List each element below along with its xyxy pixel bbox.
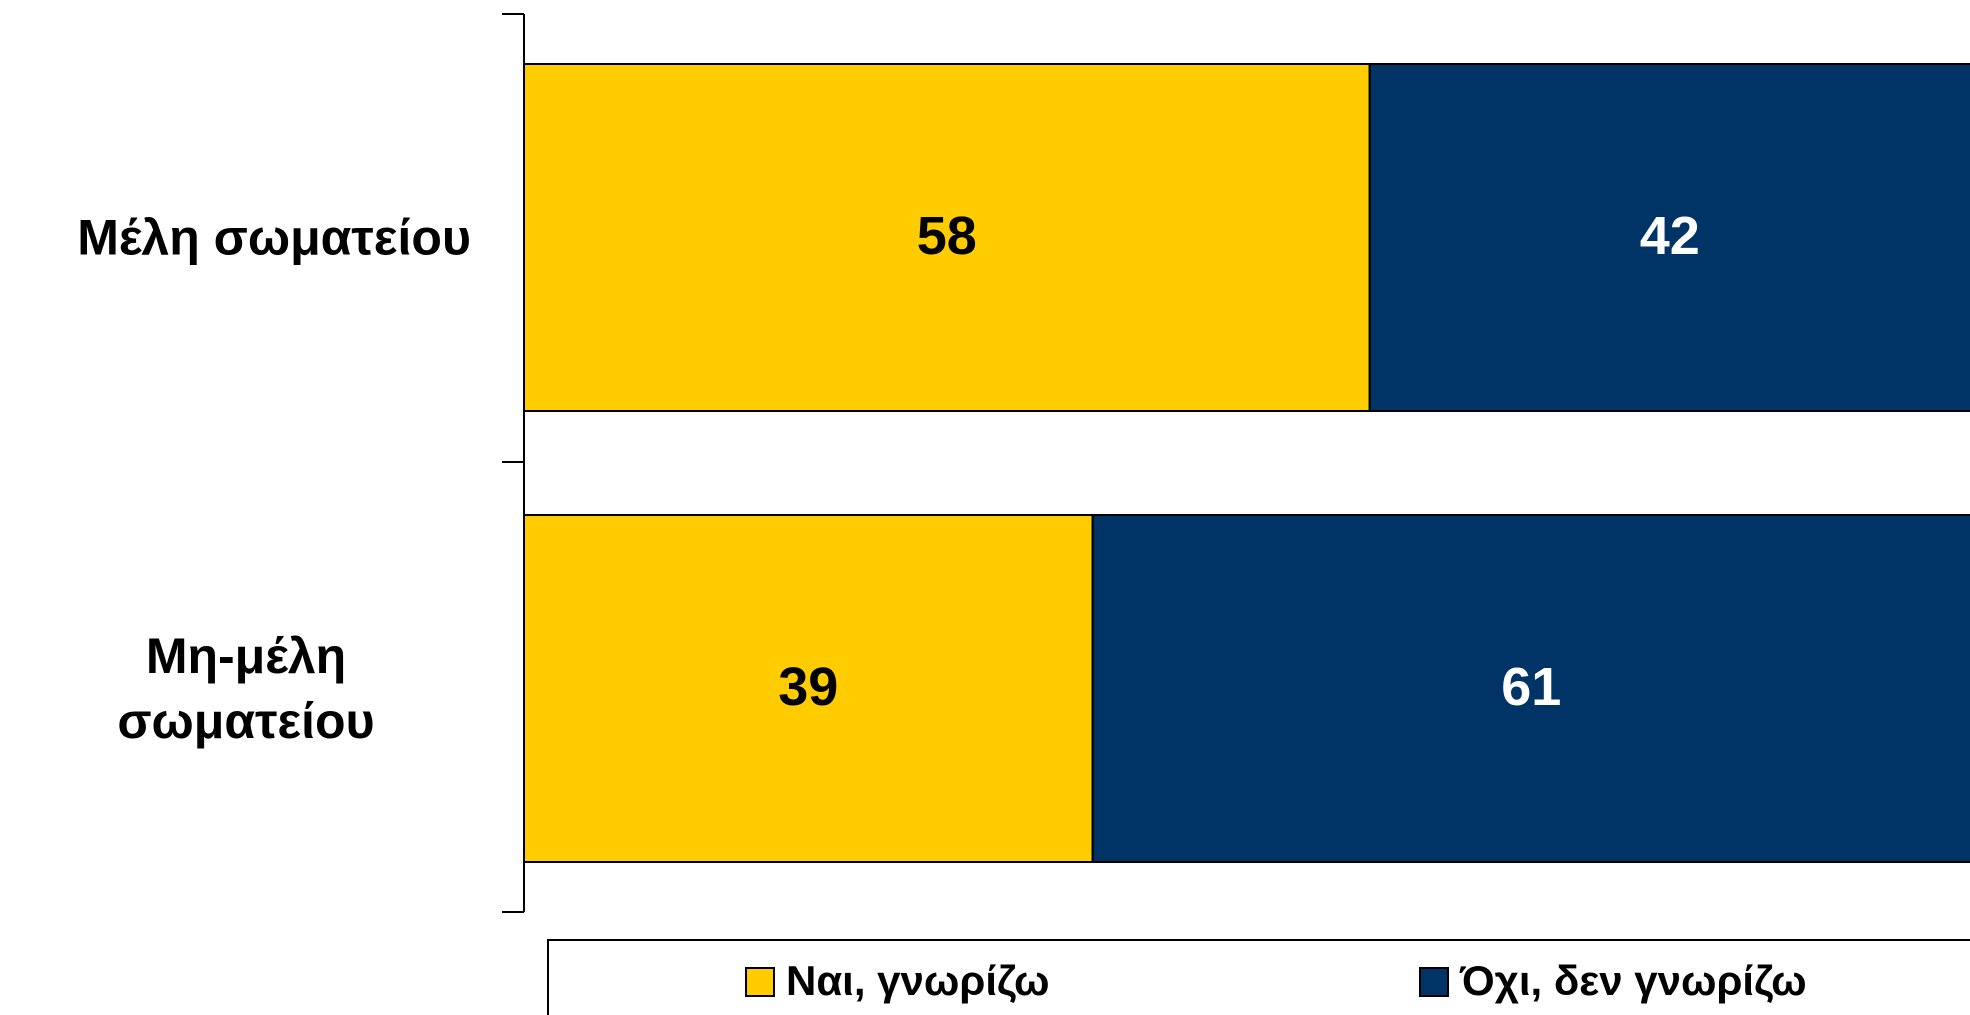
category-label: Μη-μέλη σωματείου: [117, 627, 375, 749]
legend-label: Ναι, γνωρίζω: [786, 957, 1049, 1004]
bar-segment: [1091, 514, 1970, 863]
bar-segment: [523, 514, 1094, 863]
data-label: 61: [1501, 657, 1561, 717]
data-label: 39: [778, 657, 838, 717]
data-label: 42: [1640, 206, 1700, 266]
data-label: 58: [917, 206, 977, 266]
bar-segment: [1368, 63, 1970, 412]
legend-swatch: [1419, 967, 1449, 997]
category-label: Μέλη σωματείου: [77, 209, 471, 265]
legend-label: Όχι, δεν γνωρίζω: [1459, 957, 1807, 1004]
legend-swatch: [745, 967, 775, 997]
legend-box: [547, 939, 1970, 1015]
